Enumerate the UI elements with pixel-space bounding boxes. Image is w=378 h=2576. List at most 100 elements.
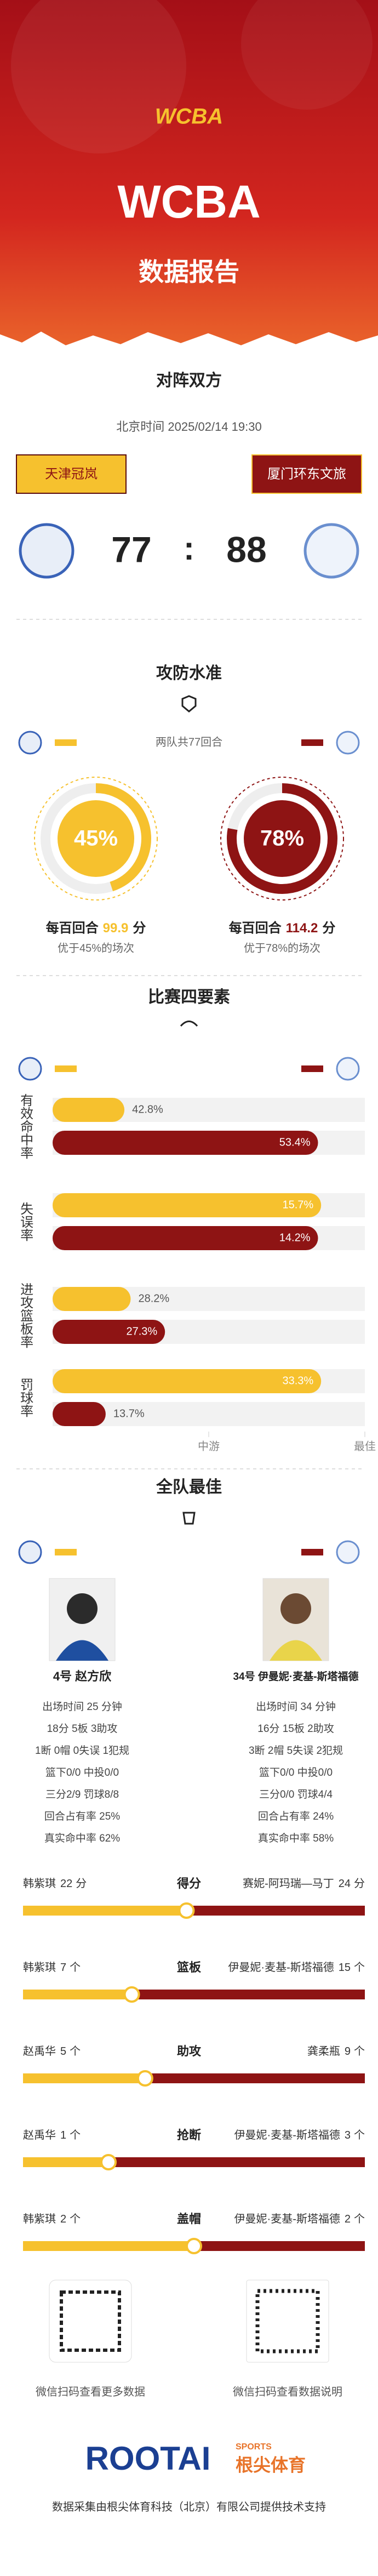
leader-away: 伊曼妮·麦基-斯塔福德 2 个 [234, 2213, 365, 2225]
leader-away: 伊曼妮·麦基-斯塔福德 3 个 [234, 2129, 365, 2141]
value: 15 [339, 1962, 351, 1974]
value: 3 [345, 2129, 351, 2141]
team-key [55, 739, 77, 746]
header-bg [0, 0, 378, 362]
player: 韩紫琪 [23, 1961, 56, 1974]
rating-prefix: 每百回合 [46, 920, 99, 936]
title: WCBA [117, 176, 260, 227]
team-key [301, 1065, 323, 1072]
player-stat: 18分 5板 3助攻 [47, 1723, 118, 1735]
unit: 个 [354, 2129, 365, 2141]
unit: 个 [70, 1961, 81, 1974]
metric-value: 13.7% [113, 1407, 145, 1420]
leader-marker [178, 1902, 195, 1919]
value: 9 [345, 2045, 351, 2058]
team-logo [18, 1540, 42, 1564]
leader-bar-away [131, 1990, 365, 1999]
leader-bar-home [23, 1990, 132, 1999]
player: 赛妮-阿玛瑞—马丁 [243, 1877, 334, 1890]
value: 2 [60, 2213, 66, 2225]
section-heading: 全队最佳 [156, 1478, 222, 1496]
player: 伊曼妮·麦基-斯塔福德 [228, 1961, 334, 1974]
rating-unit: 分 [133, 921, 146, 936]
donut-outline [34, 777, 158, 901]
team-button [251, 454, 362, 494]
qr-code [49, 2279, 132, 2363]
scale-label: 中游 [198, 1440, 220, 1452]
player: 韩紫琪 [23, 1877, 56, 1890]
player: 龚柔瓶 [307, 2045, 340, 2058]
leader-marker [136, 2070, 153, 2087]
brand-cn: 根尖体育 [236, 2455, 306, 2475]
player: 韩紫琪 [23, 2213, 56, 2225]
leader-marker [123, 1986, 140, 2003]
leader-bar-home [23, 1906, 187, 1916]
leader-category: 得分 [176, 1877, 201, 1890]
metric-value: 53.4% [279, 1136, 311, 1148]
metric-name: 失误率 [18, 1202, 33, 1241]
leader-away: 赛妮-阿玛瑞—马丁 24 分 [243, 1877, 365, 1890]
header-deco [11, 0, 186, 153]
player: 伊曼妮·麦基-斯塔福德 [234, 2129, 340, 2141]
team-logo [336, 1540, 360, 1564]
player-stat: 篮下0/0 中投0/0 [45, 1766, 119, 1779]
metric-bar [53, 1098, 125, 1122]
metric-bar [53, 1131, 318, 1155]
leader-home: 韩紫琪 7 个 [23, 1961, 81, 1974]
metric-bar [53, 1369, 322, 1393]
metric-bar [53, 1287, 131, 1311]
possessions: 两队共77回合 [156, 736, 222, 748]
leader-bar-home [23, 2073, 145, 2083]
leader-home: 韩紫琪 22 分 [23, 1877, 87, 1890]
qr-label: 微信扫码查看数据说明 [233, 2385, 342, 2398]
leader-bar-away [108, 2157, 365, 2167]
team-logo [18, 1057, 42, 1081]
unit: 分 [354, 1877, 365, 1890]
rating-unit: 分 [322, 921, 335, 936]
metric-bar [53, 1193, 322, 1217]
unit: 个 [354, 2045, 365, 2058]
leader-bar-away [145, 2073, 365, 2083]
leader-home: 赵禹华 1 个 [23, 2129, 81, 2141]
icon [180, 1021, 198, 1027]
leader-marker [100, 2154, 117, 2170]
donut-center [58, 800, 134, 877]
icon [181, 695, 197, 713]
leader-home: 赵禹华 5 个 [23, 2045, 81, 2058]
section-heading: 攻防水准 [156, 664, 222, 682]
percentile-label: 78% [260, 827, 304, 851]
rating-prefix: 每百回合 [229, 920, 282, 936]
leader-away: 伊曼妮·麦基-斯塔福德 15 个 [228, 1961, 365, 1974]
rating: 114.2 [286, 921, 318, 936]
leader-category: 盖帽 [177, 2212, 201, 2226]
leader-bar-away [186, 1906, 365, 1916]
scale-label: 最佳 [354, 1440, 376, 1452]
value: 5 [60, 2045, 66, 2058]
leader-bar-away [194, 2241, 365, 2251]
leader-away: 龚柔瓶 9 个 [307, 2045, 365, 2058]
metric-bar [53, 1402, 106, 1426]
player-name: 34号 伊曼妮·麦基-斯塔福德 [233, 1670, 358, 1683]
donut-arc [227, 783, 337, 894]
team-logo [336, 731, 360, 755]
unit: 个 [70, 2213, 81, 2225]
score: 88 [226, 529, 266, 569]
player-stat: 回合占有率 24% [258, 1810, 334, 1822]
player-name: 4号 赵方欣 [53, 1669, 111, 1683]
player-stat: 真实命中率 58% [258, 1832, 334, 1844]
player-stat: 1断 0帽 0失误 1犯规 [35, 1745, 129, 1757]
unit: 个 [70, 2045, 81, 2058]
value: 7 [60, 1962, 66, 1974]
player-stat: 真实命中率 62% [44, 1832, 120, 1844]
team-button [16, 454, 127, 494]
subtitle: 数据报告 [139, 258, 239, 286]
metric-bar [53, 1320, 165, 1344]
donut-arc [41, 783, 151, 894]
metric-value: 28.2% [139, 1292, 170, 1304]
player-stat: 出场时间 25 分钟 [42, 1701, 122, 1713]
player-head [67, 1593, 98, 1624]
unit: 个 [354, 1961, 365, 1974]
qr-code [246, 2279, 329, 2363]
donut-center [244, 800, 320, 877]
qr-pattern [60, 2290, 121, 2352]
